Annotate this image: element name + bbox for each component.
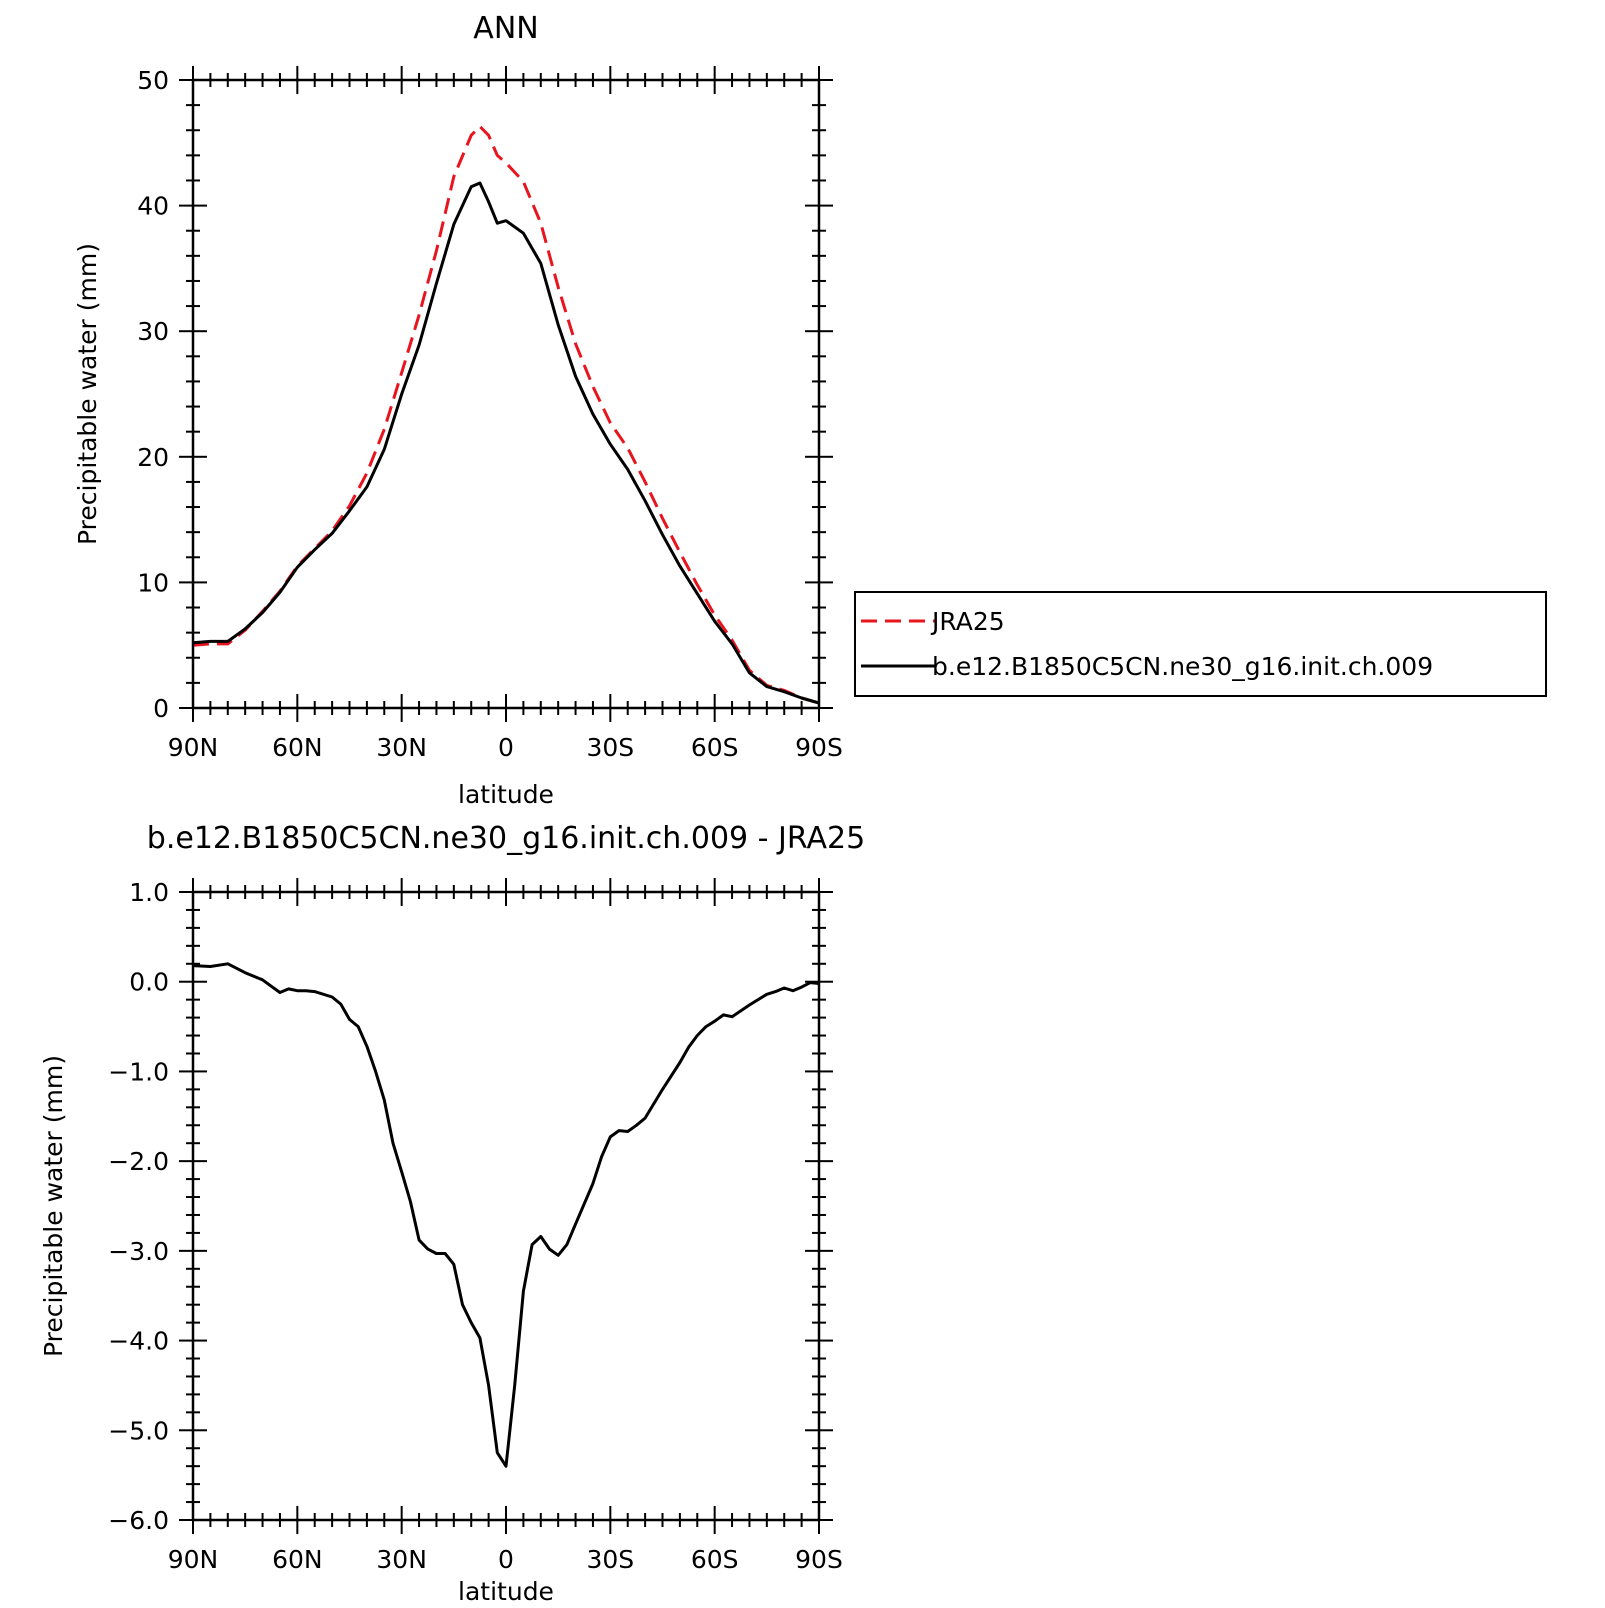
- legend: JRA25 b.e12.B1850C5CN.ne30_g16.init.ch.0…: [854, 591, 1547, 697]
- y-tick-label: −1.0: [108, 1057, 169, 1086]
- x-tick-label: 90N: [168, 1545, 219, 1574]
- y-axis-label: Precipitable water (mm): [39, 1055, 68, 1357]
- y-tick-label: 50: [137, 66, 169, 95]
- legend-label-jra25: JRA25: [930, 607, 1005, 636]
- plot-frame: [191, 78, 821, 710]
- y-tick-label: −3.0: [108, 1237, 169, 1266]
- legend-label-model: b.e12.B1850C5CN.ne30_g16.init.ch.009: [932, 652, 1433, 681]
- y-tick-label: 0.0: [129, 968, 169, 997]
- y-tick-label: −2.0: [108, 1147, 169, 1176]
- y-tick-label: 30: [137, 317, 169, 346]
- x-tick-label: 60N: [272, 1545, 323, 1574]
- y-tick-label: 0: [153, 694, 169, 723]
- chart-title: b.e12.B1850C5CN.ne30_g16.init.ch.009 - J…: [147, 821, 865, 856]
- x-tick-label: 30N: [376, 733, 427, 762]
- y-tick-label: 40: [137, 192, 169, 221]
- x-tick-label: 30S: [586, 733, 634, 762]
- series-line-b-e12-b1850c5cn-ne30-g16-init-ch-009: [192, 181, 820, 705]
- chart-annual-mean: ANN 90N 60N 30N 0 30S 60S 90S 0 10 20 30 40 50 latitud…: [73, 11, 843, 809]
- legend-box: [854, 591, 1547, 697]
- y-tick-label: 1.0: [129, 878, 169, 907]
- plot-frame: [191, 890, 821, 1522]
- x-axis-label: latitude: [458, 1577, 554, 1606]
- x-axis-label: latitude: [458, 780, 554, 809]
- chart-title: ANN: [473, 11, 538, 46]
- y-tick-label: 10: [137, 568, 169, 597]
- x-tick-label: 60S: [691, 733, 739, 762]
- x-tick-label: 30S: [586, 1545, 634, 1574]
- x-tick-label: 0: [498, 733, 514, 762]
- x-tick-label: 90N: [168, 733, 219, 762]
- x-tick-label: 30N: [376, 1545, 427, 1574]
- x-tick-label: 90S: [795, 1545, 843, 1574]
- y-tick-label: −6.0: [108, 1506, 169, 1535]
- y-tick-label: −4.0: [108, 1327, 169, 1356]
- x-tick-label: 60S: [691, 1545, 739, 1574]
- series-line-jra25: [192, 125, 820, 705]
- x-tick-label: 90S: [795, 733, 843, 762]
- y-axis-label: Precipitable water (mm): [73, 243, 102, 545]
- x-tick-label: 60N: [272, 733, 323, 762]
- y-tick-label: 20: [137, 443, 169, 472]
- chart-difference: b.e12.B1850C5CN.ne30_g16.init.ch.009 - J…: [39, 821, 865, 1606]
- x-tick-label: 0: [498, 1545, 514, 1574]
- y-tick-label: −5.0: [108, 1416, 169, 1445]
- series-line-difference: [192, 962, 820, 1468]
